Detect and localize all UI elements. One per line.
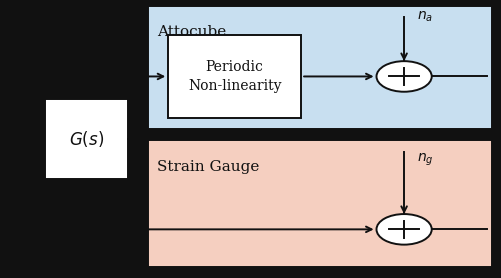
Text: Attocube: Attocube	[157, 25, 226, 39]
Circle shape	[376, 61, 431, 92]
Text: Periodic
Non-linearity: Periodic Non-linearity	[187, 60, 281, 93]
Text: $G(s)$: $G(s)$	[69, 129, 104, 149]
Bar	[148, 140, 491, 267]
Text: Strain Gauge: Strain Gauge	[157, 160, 259, 174]
Bar	[45, 99, 128, 179]
Bar	[148, 6, 491, 129]
Circle shape	[376, 214, 431, 245]
Text: $n_a$: $n_a$	[416, 10, 432, 24]
Text: $n_g$: $n_g$	[416, 152, 432, 168]
Bar	[168, 35, 301, 118]
